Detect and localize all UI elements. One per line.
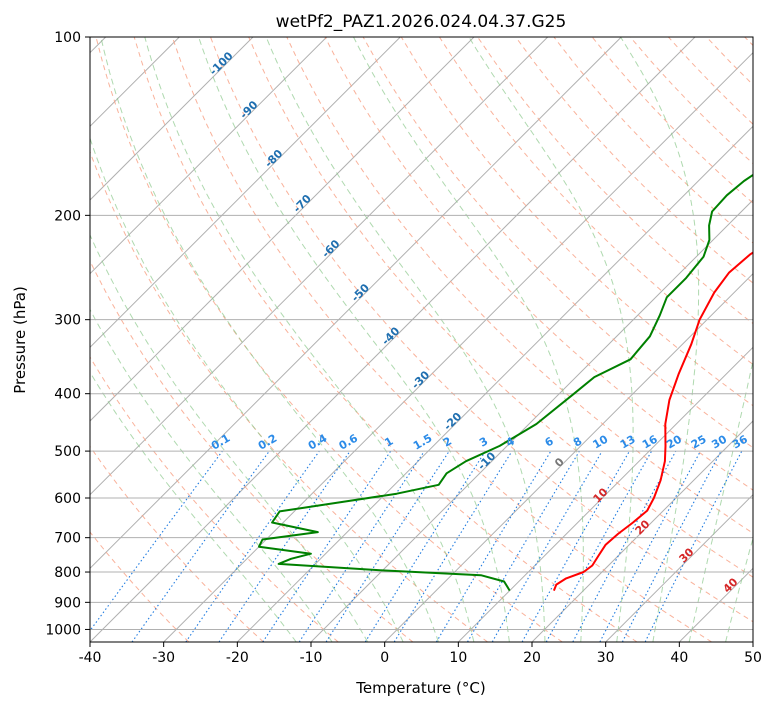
x-tick-label: 20	[523, 650, 541, 666]
isotherm-line	[90, 37, 549, 496]
mixing-ratio-line	[521, 450, 630, 642]
profiles	[258, 173, 753, 592]
isotherm-line	[90, 37, 696, 642]
moist-adiabat-line	[198, 37, 510, 642]
mixing-ratio-line	[644, 450, 743, 642]
moist-adiabat-line	[90, 308, 333, 642]
dry-adiabat-line	[95, 37, 563, 642]
y-tick-label: 900	[54, 595, 81, 611]
y-tick-label: 500	[54, 444, 81, 460]
moist-adiabat-line	[100, 37, 439, 642]
y-tick-label: 100	[54, 30, 81, 46]
sounding-profile-line	[552, 251, 753, 591]
x-tick-label: 10	[449, 650, 467, 666]
x-tick-label: -40	[79, 650, 102, 666]
isotherm-line	[90, 37, 475, 422]
mixing-ratio-line	[262, 450, 392, 642]
axes: -40 -30 -20 -10 0 10 20 30 40 50 100 200 300 400 500 60…	[45, 30, 762, 666]
dry-adiabat-line	[171, 37, 712, 642]
isotherm-line	[90, 37, 401, 349]
moist-adiabat-line	[90, 371, 297, 642]
dry-adiabat-line	[133, 37, 638, 642]
dry-adiabat-line	[90, 259, 414, 642]
dry-adiabat-line	[515, 37, 753, 284]
isotherm-line	[531, 420, 753, 642]
mixing-ratio-line	[325, 450, 450, 642]
dry-adiabat-line	[90, 150, 488, 642]
dry-adiabat-line	[438, 37, 753, 366]
isotherm-line	[457, 346, 753, 642]
chart-title: wetPf2_PAZ1.2026.024.04.37.G25	[276, 12, 567, 32]
y-axis-label: Pressure (hPa)	[11, 286, 29, 394]
y-tick-label: 400	[54, 387, 81, 403]
moist-adiabat-line	[90, 233, 369, 642]
x-tick-label: -30	[152, 650, 175, 666]
mixing-ratio-line	[90, 450, 223, 632]
moist-adiabat-line	[620, 37, 700, 642]
isotherm-line	[90, 37, 254, 201]
isotherm-line	[90, 37, 328, 275]
moist-adiabat-line	[144, 37, 475, 642]
pressure-grid	[90, 37, 753, 630]
dry-adiabat-line	[286, 37, 753, 534]
isotherm-line	[90, 37, 622, 570]
isotherm-line	[605, 493, 753, 642]
x-axis-label: Temperature (°C)	[355, 679, 485, 697]
dry-adiabat-line	[90, 356, 339, 642]
y-tick-label: 200	[54, 208, 81, 224]
dry-adiabat-line	[90, 531, 190, 642]
dry-adiabat-line	[210, 37, 753, 623]
mixing-ratio-line	[393, 450, 513, 642]
x-tick-label: 0	[380, 650, 389, 666]
isotherm-line	[163, 51, 753, 642]
x-tick-label: 50	[744, 650, 762, 666]
mixing-ratio-line	[572, 450, 677, 642]
moist-adiabat-line	[90, 136, 404, 642]
y-tick-label: 800	[54, 565, 81, 581]
x-tick-label: -20	[226, 650, 249, 666]
sounding-profile-line	[258, 173, 753, 592]
mixing-ratio-line	[545, 450, 653, 642]
mixing-ratio-line	[218, 450, 351, 642]
mixing-ratio-line	[131, 450, 270, 642]
x-tick-label: 40	[670, 650, 688, 666]
dry-adiabat-line	[400, 37, 753, 407]
isotherm-line	[236, 125, 753, 642]
isotherm-line	[384, 272, 753, 642]
moist-adiabat-line	[688, 358, 753, 642]
y-tick-label: 700	[54, 531, 81, 547]
mixing-ratio-line	[185, 450, 320, 642]
moist-adiabat-line	[265, 37, 546, 642]
moist-adiabat-line	[353, 37, 584, 642]
y-tick-label: 600	[54, 491, 81, 507]
y-tick-label: 300	[54, 313, 81, 329]
dry-adiabat-line	[248, 37, 753, 578]
plot-frame	[89, 36, 754, 643]
moist-adiabat-line	[725, 536, 753, 642]
x-tick-label: 30	[597, 650, 615, 666]
dry-adiabat-line	[90, 445, 264, 642]
y-tick-label: 1000	[45, 622, 81, 638]
x-tick-label: -10	[300, 650, 323, 666]
background-lines	[90, 37, 753, 642]
